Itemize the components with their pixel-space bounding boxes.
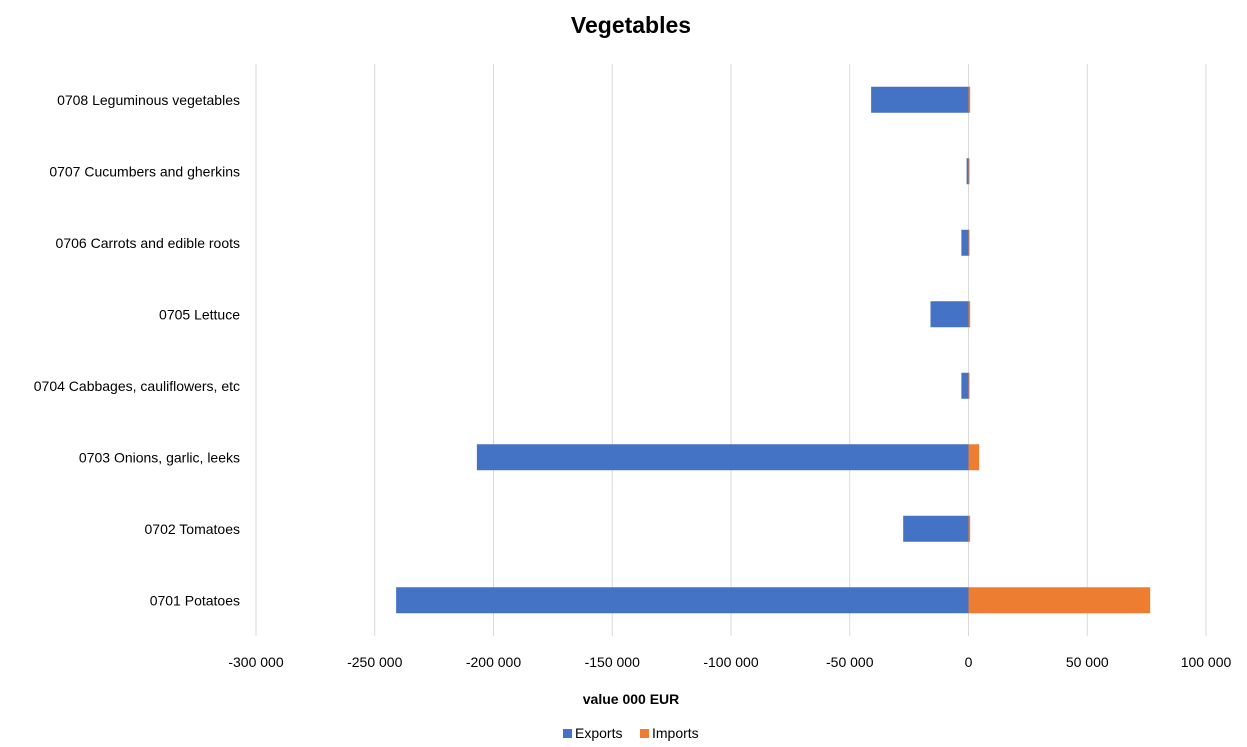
bar-imports-0	[968, 587, 1151, 614]
legend: Exports Imports	[563, 725, 699, 741]
x-tick-label-2: -200 000	[466, 654, 521, 670]
bar-imports-7	[968, 86, 971, 113]
bar-imports-3	[968, 372, 970, 399]
category-label-4: 0705 Lettuce	[159, 306, 240, 322]
bar-exports-4	[930, 301, 969, 328]
x-tick-label-7: 50 000	[1066, 654, 1109, 670]
bar-exports-1	[903, 515, 969, 542]
bars	[396, 86, 1151, 614]
legend-swatch-imports	[640, 729, 649, 738]
bar-imports-1	[968, 515, 971, 542]
legend-label-imports: Imports	[652, 725, 699, 741]
x-tick-label-3: -150 000	[585, 654, 640, 670]
category-labels: 0701 Potatoes 0702 Tomatoes 0703 Onions, g…	[34, 92, 240, 609]
legend-label-exports: Exports	[575, 725, 622, 741]
bar-imports-4	[968, 301, 971, 328]
bar-imports-6	[968, 158, 970, 185]
bar-imports-2	[968, 444, 980, 471]
x-tick-label-4: -100 000	[703, 654, 758, 670]
bar-exports-3	[961, 372, 969, 399]
category-label-6: 0707 Cucumbers and gherkins	[49, 163, 240, 179]
chart-title: Vegetables	[571, 12, 691, 38]
category-label-0: 0701 Potatoes	[150, 592, 240, 608]
x-tick-label-6: 0	[965, 654, 973, 670]
category-label-1: 0702 Tomatoes	[145, 521, 240, 537]
gridlines	[255, 64, 1207, 636]
category-label-7: 0708 Leguminous vegetables	[57, 92, 240, 108]
x-tick-label-1: -250 000	[347, 654, 402, 670]
bar-exports-0	[396, 587, 969, 614]
x-axis-title: value 000 EUR	[583, 691, 680, 707]
bar-imports-5	[968, 229, 970, 256]
x-tick-label-0: -300 000	[228, 654, 283, 670]
x-tick-label-5: -50 000	[826, 654, 874, 670]
bar-exports-7	[871, 86, 969, 113]
category-label-3: 0704 Cabbages, cauliflowers, etc	[34, 378, 240, 394]
category-label-5: 0706 Carrots and edible roots	[56, 235, 240, 251]
bar-exports-6	[966, 158, 969, 185]
bar-exports-2	[476, 444, 969, 471]
x-tick-label-8: 100 000	[1181, 654, 1232, 670]
bar-exports-5	[961, 229, 969, 256]
category-label-2: 0703 Onions, garlic, leeks	[79, 449, 240, 465]
x-tick-labels: -300 000 -250 000 -200 000 -150 000 -100 000…	[228, 654, 1231, 670]
legend-swatch-exports	[563, 729, 572, 738]
